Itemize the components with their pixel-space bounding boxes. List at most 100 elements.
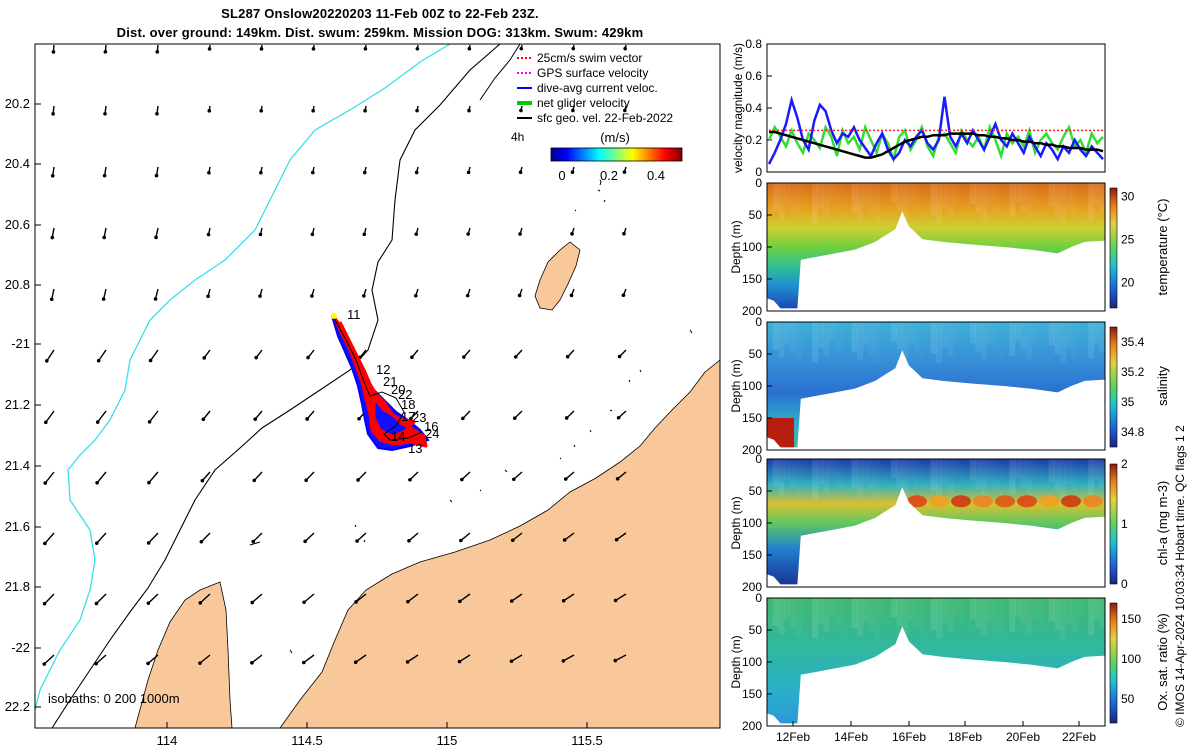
sfc-vector xyxy=(95,593,107,604)
sfc-vector xyxy=(511,593,523,602)
heatmap-texture xyxy=(1088,322,1095,359)
sfc-vector-head xyxy=(259,108,264,113)
sfc-vector-head xyxy=(311,108,315,113)
chl-maximum-patch xyxy=(907,495,927,508)
heatmap-texture xyxy=(857,183,864,222)
heatmap-texture xyxy=(1065,459,1072,485)
sfc-vector xyxy=(95,654,107,665)
depth-tick-label: 100 xyxy=(742,379,762,393)
heatmap-texture xyxy=(992,322,998,354)
depth-tick-label: 0 xyxy=(755,176,762,190)
track-start-marker xyxy=(331,313,337,319)
isobath-200 xyxy=(51,44,501,728)
sfc-vector xyxy=(513,471,523,480)
heatmap-texture xyxy=(1009,598,1016,633)
heatmap-texture xyxy=(936,183,943,224)
sfc-vector-head xyxy=(363,46,368,51)
sfc-vector-head xyxy=(198,601,203,605)
heatmap-texture xyxy=(936,322,943,363)
sfc-vector-head xyxy=(95,481,99,485)
sfc-vector xyxy=(46,349,55,362)
sfc-vector xyxy=(149,349,159,361)
heatmap-texture xyxy=(812,322,819,363)
map-ytick-label: 21.8 xyxy=(5,579,30,594)
heatmap-texture xyxy=(1020,459,1027,487)
heatmap-texture xyxy=(930,322,937,354)
track-day-label: 23 xyxy=(412,410,426,425)
heatmap-texture xyxy=(840,598,846,634)
sfc-vector-head xyxy=(310,170,315,175)
heatmap-texture xyxy=(851,459,858,489)
heatmap-texture xyxy=(1048,183,1055,207)
sfc-vector-head xyxy=(304,478,308,483)
heatmap-texture xyxy=(1004,459,1010,485)
sfc-vector xyxy=(357,471,367,481)
sfc-vector-head xyxy=(252,478,257,483)
sfc-vector xyxy=(459,654,471,663)
heatmap-texture xyxy=(998,598,1004,639)
heatmap-texture xyxy=(1004,598,1010,624)
sfc-vector xyxy=(614,654,627,662)
heatmap-texture xyxy=(823,322,830,357)
sfc-vector-head xyxy=(415,46,420,51)
colorbar-label: temperature (°C) xyxy=(1155,199,1170,296)
time-tick-label: 18Feb xyxy=(948,730,982,744)
sfc-vector-head xyxy=(201,417,206,422)
heatmap-texture xyxy=(874,183,880,224)
heatmap-texture xyxy=(1082,183,1088,211)
heatmap-texture xyxy=(1009,322,1016,357)
depth-tick-label: 150 xyxy=(742,411,762,425)
sfc-vector xyxy=(148,532,159,544)
sfc-vector-head xyxy=(154,173,159,178)
depth-tick-label: 50 xyxy=(749,347,763,361)
depth-ylabel: Depth (m) xyxy=(729,220,743,273)
isobath-1000-cyan xyxy=(35,44,451,711)
sfc-vector-head xyxy=(467,108,471,113)
colorbar-tick-label: 30 xyxy=(1121,190,1135,204)
heatmap-texture xyxy=(1082,322,1088,350)
legend-label: net glider velocity xyxy=(537,96,630,110)
heatmap-texture xyxy=(835,459,841,487)
heatmap-texture xyxy=(1043,598,1049,636)
heatmap-texture xyxy=(1032,598,1038,619)
heatmap-texture xyxy=(953,598,959,617)
heatmap-texture xyxy=(1071,183,1077,217)
heatmap-texture xyxy=(992,598,998,630)
sfc-vector-head xyxy=(258,232,263,237)
heatmap-texture xyxy=(1059,183,1067,224)
sfc-vector xyxy=(201,471,211,482)
heatmap-texture xyxy=(947,183,954,218)
depth-tick-label: 150 xyxy=(742,272,762,286)
chl-maximum-patch xyxy=(1017,495,1037,508)
track-day-label: 12 xyxy=(376,362,390,377)
sfc-vector-head xyxy=(206,294,210,299)
heatmap-texture xyxy=(817,183,824,209)
heatmap-texture xyxy=(964,183,970,219)
heatmap-texture xyxy=(1077,183,1083,202)
panel-colorbar xyxy=(1109,602,1118,724)
track-red xyxy=(332,315,428,448)
heatmap-texture xyxy=(823,183,830,218)
sfc-vector xyxy=(461,471,471,481)
velocity-colorbar-tick: 0 xyxy=(558,168,565,183)
sfc-vector-head xyxy=(565,354,570,359)
heatmap-texture xyxy=(1020,598,1027,626)
heatmap-texture xyxy=(1059,598,1067,639)
seafloor-mask xyxy=(767,350,1105,450)
heatmap-texture xyxy=(778,322,785,359)
heatmap-texture xyxy=(795,322,801,360)
heatmap-texture xyxy=(868,322,875,354)
heatmap-texture xyxy=(817,598,824,624)
heatmap-texture xyxy=(857,322,864,361)
land-island-north xyxy=(534,241,581,311)
heatmap-texture xyxy=(851,183,858,213)
heatmap-texture xyxy=(767,322,773,341)
sfc-vector-head xyxy=(198,661,202,665)
sfc-vector xyxy=(148,471,159,484)
heatmap-texture xyxy=(936,459,943,500)
sfc-vector-head xyxy=(570,232,574,236)
depth-tick-label: 200 xyxy=(742,580,762,594)
sfc-vector-head xyxy=(49,297,54,302)
